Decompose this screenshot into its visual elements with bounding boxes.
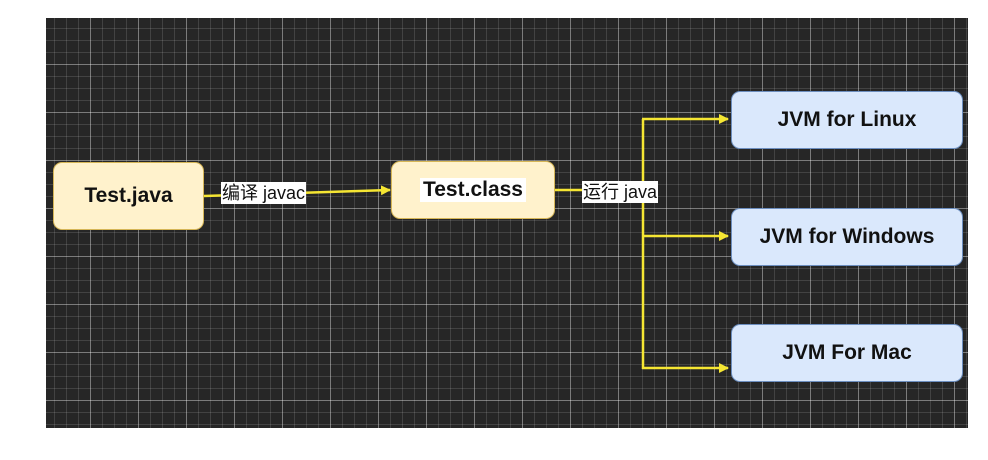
jvm-mac-node[interactable]: JVM For Mac (731, 324, 963, 382)
jvm-linux-label: JVM for Linux (777, 108, 917, 131)
run-edge-label: 运行 java (582, 181, 659, 203)
source-file-node[interactable]: Test.java (53, 162, 204, 230)
compile-edge-label: 编译 javac (221, 182, 307, 204)
jvm-windows-node[interactable]: JVM for Windows (731, 208, 963, 266)
bytecode-node[interactable]: Test.class (391, 161, 555, 219)
bytecode-label: Test.class (419, 178, 526, 202)
jvm-windows-label: JVM for Windows (759, 225, 935, 248)
jvm-mac-label: JVM For Mac (782, 341, 912, 364)
jvm-linux-node[interactable]: JVM for Linux (731, 91, 963, 149)
source-file-label: Test.java (84, 184, 173, 207)
